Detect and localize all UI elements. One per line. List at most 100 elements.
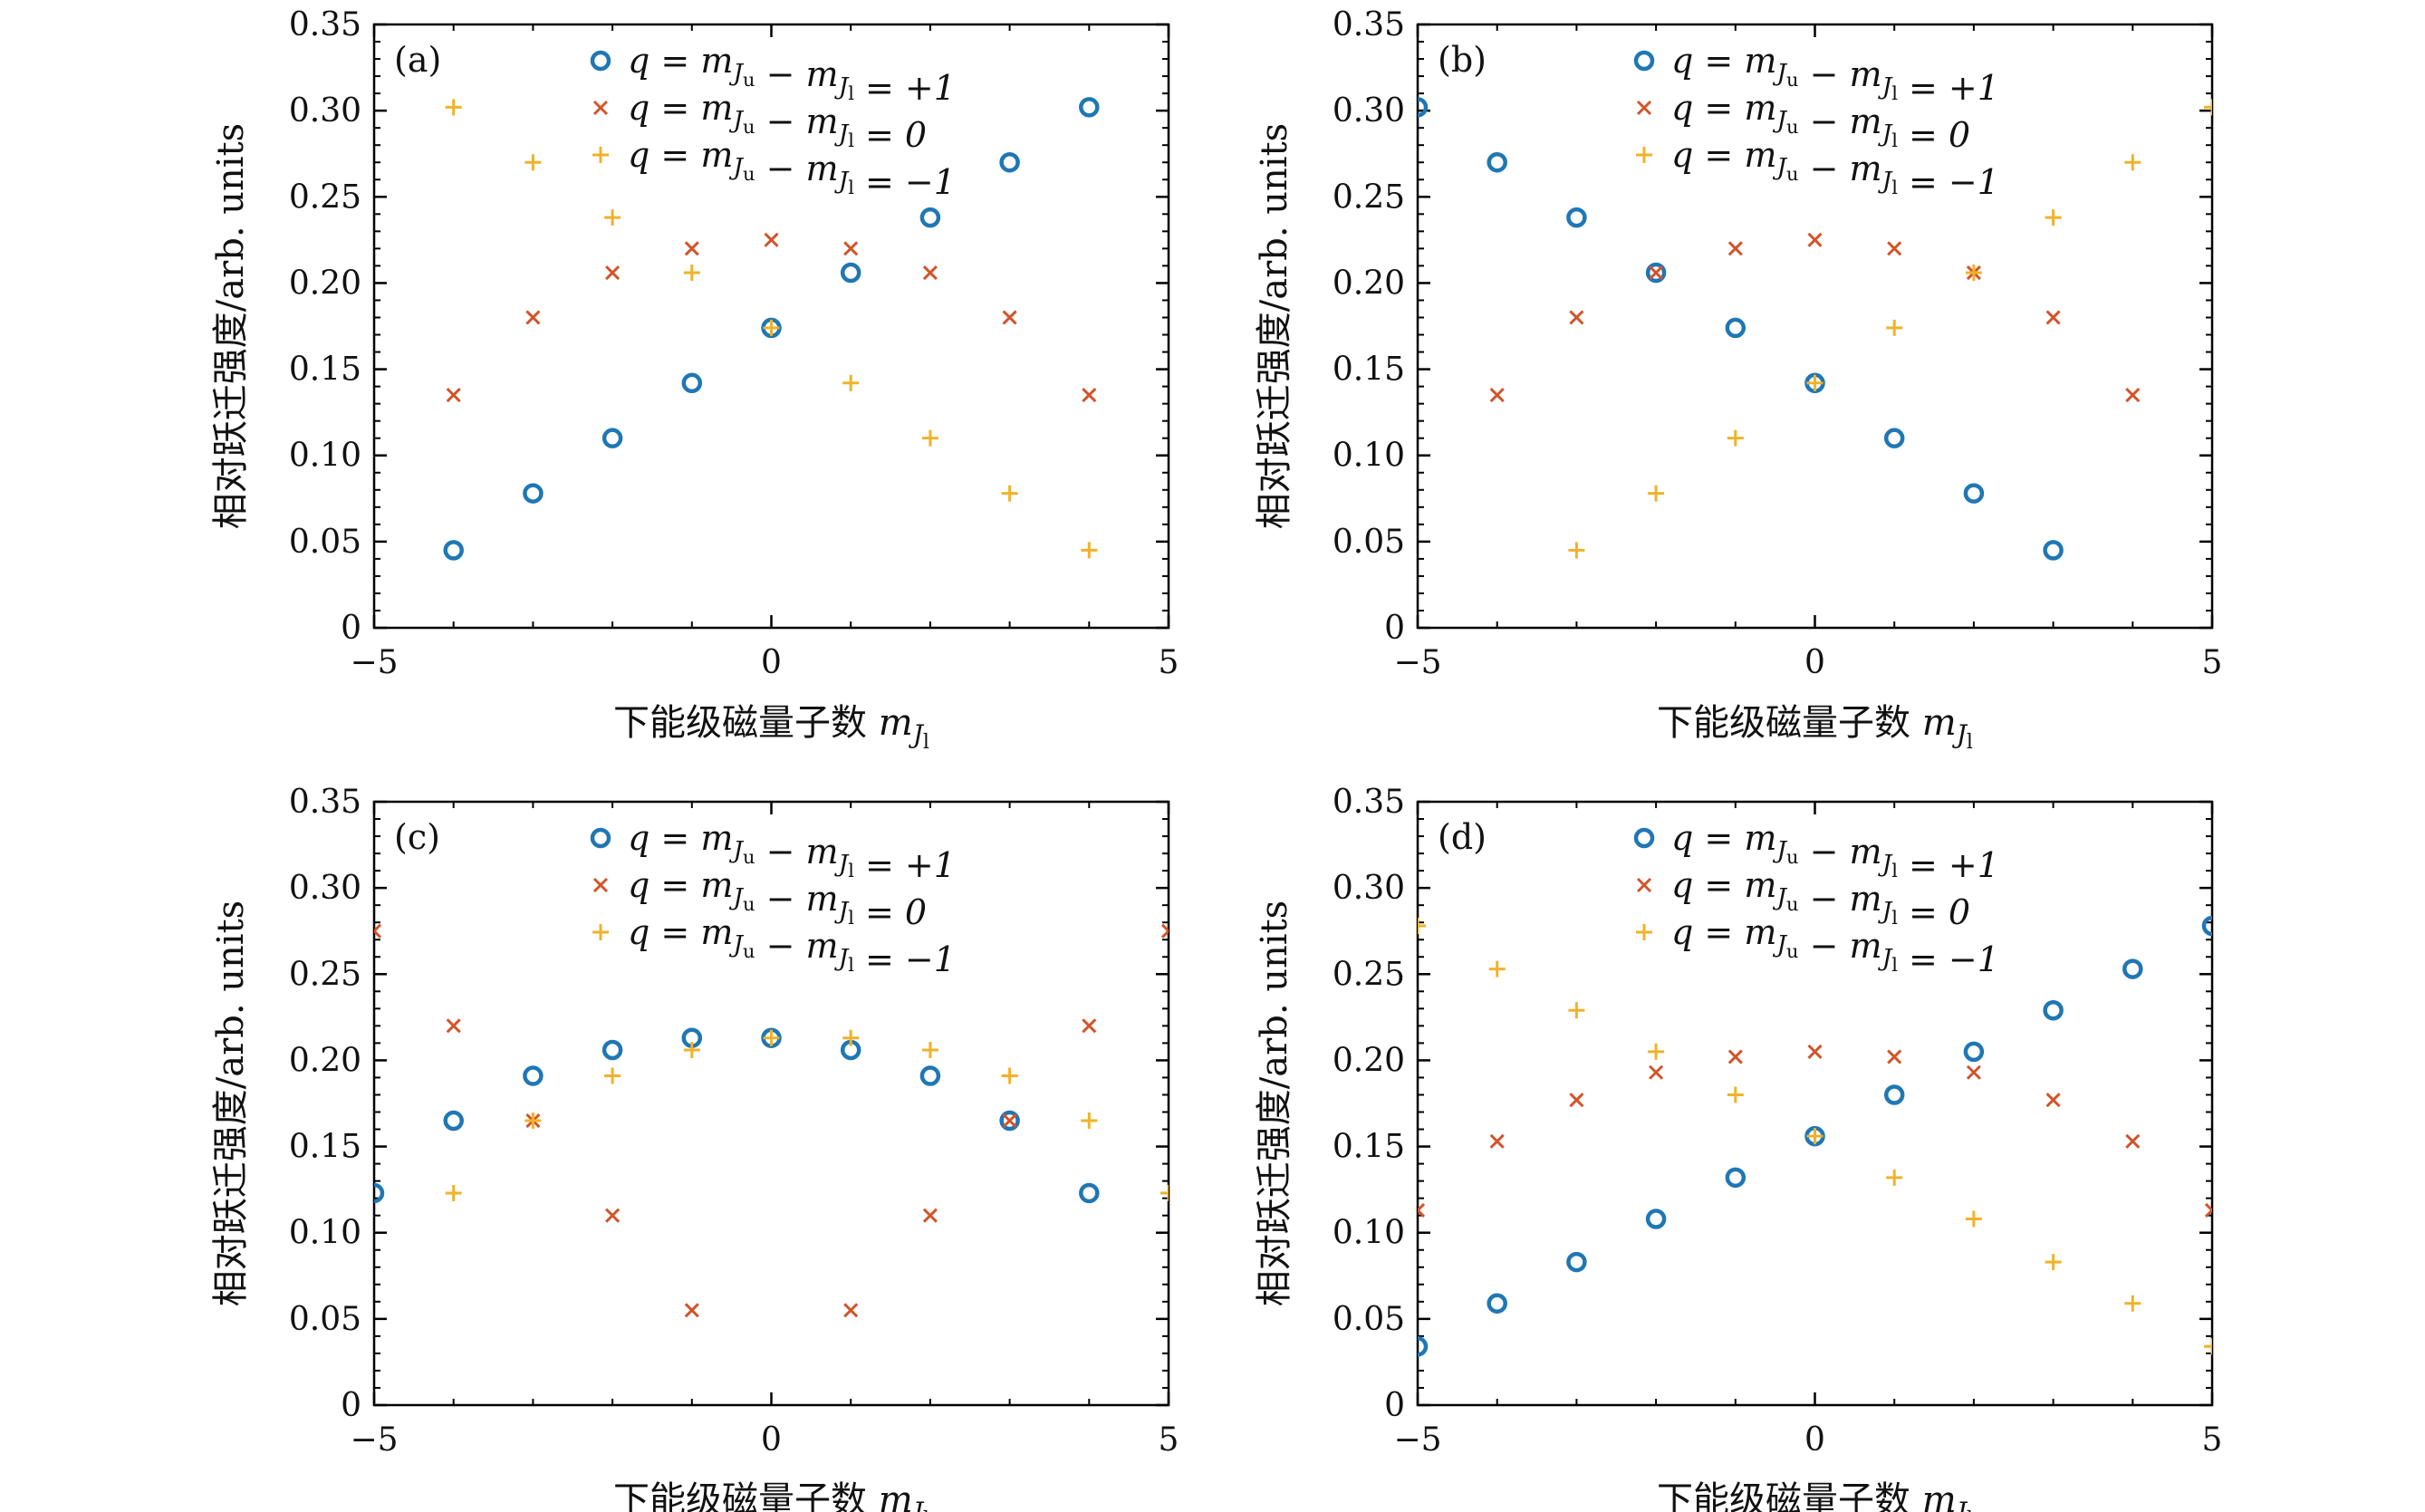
data-point xyxy=(843,1303,859,1318)
y-tick-label: 0.15 xyxy=(1333,352,1405,389)
data-point xyxy=(1807,1044,1823,1059)
legend-label: q = mJu − mJl = −1 xyxy=(1671,135,1999,202)
y-tick-label: 0.25 xyxy=(289,178,361,216)
y-tick-label: 0.20 xyxy=(289,265,361,302)
data-point xyxy=(1568,1002,1585,1019)
data-point xyxy=(684,1303,699,1318)
data-point xyxy=(605,265,621,281)
x-axis-title: 下能级磁量子数 mJl xyxy=(1657,702,1973,754)
data-point xyxy=(601,1039,623,1061)
data-point xyxy=(2204,1338,2212,1355)
legend-marker xyxy=(1633,827,1655,849)
legend-marker xyxy=(1636,100,1652,116)
legend-marker xyxy=(1636,924,1652,940)
data-point xyxy=(842,1029,860,1046)
data-point xyxy=(2201,915,2212,937)
y-tick-label: 0.10 xyxy=(1333,1215,1405,1252)
y-tick-label: 0 xyxy=(341,1387,361,1424)
legend-marker xyxy=(592,100,609,116)
data-point xyxy=(842,374,860,391)
data-point xyxy=(1001,485,1018,502)
y-tick-label: 0.30 xyxy=(289,92,361,130)
data-point xyxy=(445,1184,462,1201)
data-point xyxy=(1569,1093,1584,1108)
y-axis-title: 相对跃迁强度/arb. units xyxy=(1254,900,1295,1306)
data-point xyxy=(604,209,621,226)
legend-marker xyxy=(590,827,611,849)
data-point xyxy=(2122,958,2143,979)
legend-label: q = mJu − mJl = 0 xyxy=(628,88,927,155)
legend-label: q = mJu − mJl = 0 xyxy=(1671,865,1970,932)
data-point xyxy=(1727,429,1744,447)
x-axis-title: 下能级磁量子数 mJl xyxy=(613,702,929,754)
data-point xyxy=(1806,374,1824,391)
x-tick-label: −5 xyxy=(1393,644,1441,681)
panel-a: 00.050.100.150.200.250.300.35−5 0 5下能级磁量子数… xyxy=(210,6,1179,754)
panel-c: 00.050.100.150.200.250.300.35−5 0 5下能级磁量子数… xyxy=(210,784,1179,1512)
data-point xyxy=(1082,1018,1097,1034)
x-tick-label: −5 xyxy=(350,644,398,681)
x-tick-label: 5 xyxy=(1159,1421,1179,1459)
data-point xyxy=(1807,232,1823,247)
y-tick-label: 0.30 xyxy=(289,870,361,907)
y-tick-label: 0.25 xyxy=(289,956,361,993)
data-point xyxy=(1727,1049,1743,1064)
legend-label: q = mJu − mJl = −1 xyxy=(1671,912,1999,979)
data-point xyxy=(1489,1133,1505,1149)
data-point xyxy=(919,1065,941,1086)
data-point xyxy=(604,1067,621,1084)
y-tick-label: 0.20 xyxy=(289,1042,361,1079)
panel-label: (d) xyxy=(1438,817,1487,857)
x-tick-label: 5 xyxy=(2202,644,2223,681)
data-point xyxy=(446,1018,461,1034)
data-point xyxy=(1081,1112,1098,1130)
y-tick-label: 0.25 xyxy=(1333,178,1405,216)
data-point xyxy=(919,207,941,228)
y-tick-label: 0.35 xyxy=(1333,6,1405,43)
x-tick-label: 0 xyxy=(761,1421,782,1459)
data-point xyxy=(922,265,938,281)
data-point xyxy=(1418,1202,1426,1218)
panel-label: (c) xyxy=(394,817,440,857)
y-tick-label: 0 xyxy=(1384,1387,1405,1424)
y-tick-label: 0.20 xyxy=(1333,265,1405,302)
data-point xyxy=(1487,151,1507,173)
data-point xyxy=(1418,918,1426,935)
data-point xyxy=(1001,1067,1018,1084)
data-point xyxy=(681,372,703,394)
data-point xyxy=(763,1029,780,1046)
data-point xyxy=(605,1208,621,1223)
data-point xyxy=(1963,1041,1985,1063)
data-point xyxy=(1079,1182,1100,1204)
data-point xyxy=(523,1065,544,1086)
data-point xyxy=(1725,1167,1747,1189)
x-axis-title: 下能级磁量子数 mJl xyxy=(1657,1479,1973,1512)
y-tick-label: 0.35 xyxy=(289,784,361,821)
x-tick-label: 0 xyxy=(1804,1421,1825,1459)
panel-label: (a) xyxy=(394,40,441,80)
legend-marker xyxy=(590,50,611,72)
data-point xyxy=(1645,1209,1667,1229)
data-points xyxy=(374,923,1169,1318)
data-point xyxy=(1648,1043,1665,1060)
x-tick-label: 5 xyxy=(2202,1421,2223,1459)
y-tick-label: 0.30 xyxy=(1333,92,1405,130)
data-point xyxy=(843,241,859,256)
y-tick-label: 0.35 xyxy=(1333,784,1405,821)
data-point xyxy=(683,1042,700,1059)
data-point xyxy=(1489,388,1505,403)
data-point xyxy=(1648,485,1665,502)
data-point xyxy=(2045,1093,2061,1108)
data-point xyxy=(1883,1084,1905,1105)
data-point xyxy=(999,1110,1020,1132)
data-point xyxy=(1727,241,1743,256)
y-axis-title: 相对跃迁强度/arb. units xyxy=(210,123,252,529)
panel-b: 00.050.100.150.200.250.300.35−5 0 5下能级磁量子数… xyxy=(1254,6,2222,754)
legend-label: q = mJu − mJl = −1 xyxy=(628,912,956,979)
y-tick-label: 0.15 xyxy=(1333,1129,1405,1166)
data-point xyxy=(2043,540,2064,561)
data-point xyxy=(999,151,1020,173)
data-point xyxy=(523,483,544,504)
legend-marker xyxy=(592,924,609,940)
y-tick-label: 0.20 xyxy=(1333,1042,1405,1079)
